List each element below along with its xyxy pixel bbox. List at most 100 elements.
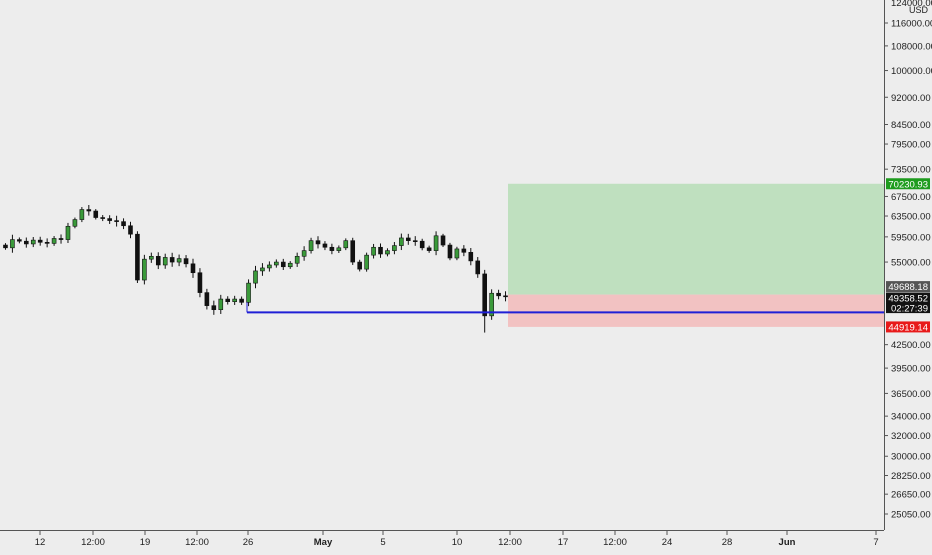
candle-body bbox=[44, 241, 50, 244]
last-price-label: 49358.52 bbox=[886, 292, 930, 305]
candle bbox=[412, 236, 418, 246]
candle-body bbox=[197, 272, 203, 293]
candle bbox=[3, 243, 8, 250]
candle bbox=[315, 236, 321, 249]
candle-body bbox=[204, 292, 210, 306]
candle-body bbox=[378, 246, 383, 255]
candle bbox=[17, 237, 22, 244]
position-profit-zone[interactable] bbox=[508, 183, 884, 295]
stop-price-label-text: 44919.14 bbox=[888, 322, 928, 333]
y-axis-tick-label: 73500.00 bbox=[891, 165, 931, 176]
candle-body bbox=[128, 225, 133, 235]
candle bbox=[419, 238, 425, 251]
candle-body bbox=[149, 255, 154, 260]
candle bbox=[482, 269, 487, 333]
candle-body bbox=[287, 262, 293, 268]
candle-body bbox=[301, 250, 307, 257]
y-axis-tick-label: 79500.00 bbox=[891, 140, 931, 151]
candle-body bbox=[65, 225, 71, 240]
candle-body bbox=[329, 246, 335, 251]
candle bbox=[135, 231, 140, 283]
candle bbox=[287, 261, 293, 269]
candle bbox=[10, 234, 15, 253]
candle-body bbox=[155, 255, 161, 266]
candle-body bbox=[218, 298, 224, 310]
y-axis-tick-label: 26650.00 bbox=[891, 490, 931, 501]
candle bbox=[392, 242, 397, 255]
candle-body bbox=[364, 254, 369, 270]
candle bbox=[107, 215, 112, 224]
candle bbox=[440, 233, 446, 248]
candle bbox=[461, 245, 467, 257]
candle bbox=[308, 237, 314, 254]
currency-label: USD bbox=[909, 5, 929, 15]
x-axis-tick-label: 12 bbox=[35, 537, 46, 548]
position-loss-zone[interactable] bbox=[508, 294, 884, 327]
candle bbox=[121, 218, 126, 230]
candle bbox=[51, 236, 57, 246]
candle-body bbox=[93, 210, 99, 218]
y-axis-tick-label: 28250.00 bbox=[891, 471, 931, 482]
candle-body bbox=[503, 295, 508, 298]
countdown-label-bg bbox=[886, 303, 930, 314]
candle bbox=[93, 209, 99, 220]
candle bbox=[65, 222, 71, 243]
candle bbox=[37, 236, 43, 246]
candle-body bbox=[3, 244, 8, 249]
y-axis-tick-label: 100000.00 bbox=[891, 66, 932, 77]
candle bbox=[176, 254, 182, 267]
candle-body bbox=[308, 240, 314, 251]
candle bbox=[405, 233, 411, 245]
candle-body bbox=[190, 263, 196, 274]
entry-price-label-bg bbox=[886, 281, 930, 293]
candle bbox=[433, 231, 439, 256]
entry-price-label-text: 49688.18 bbox=[888, 282, 928, 293]
candle-body bbox=[385, 250, 390, 255]
x-axis-tick-label: 10 bbox=[452, 537, 463, 548]
target-price-label: 70230.93 bbox=[886, 178, 930, 190]
candle bbox=[24, 237, 29, 248]
candle-body bbox=[336, 247, 342, 251]
candle bbox=[329, 243, 335, 255]
candle bbox=[197, 268, 203, 298]
target-price-label-bg bbox=[886, 178, 930, 190]
x-axis-tick-label: 24 bbox=[662, 537, 673, 548]
candle bbox=[260, 263, 265, 276]
candle bbox=[399, 233, 404, 251]
candle-body bbox=[440, 235, 446, 246]
candle bbox=[190, 258, 196, 278]
x-axis-tick-label: 26 bbox=[243, 537, 254, 548]
candle-body bbox=[392, 245, 397, 251]
candle-body bbox=[107, 218, 112, 221]
candle bbox=[468, 247, 474, 266]
candle bbox=[211, 300, 217, 315]
y-axis-tick-label: 34000.00 bbox=[891, 412, 931, 423]
last-price-label-bg bbox=[886, 292, 930, 304]
y-axis-top-partial-label: 124000.00 bbox=[891, 0, 932, 9]
candle bbox=[496, 289, 501, 300]
candle-body bbox=[343, 240, 349, 249]
candle-body bbox=[79, 209, 85, 220]
y-axis-tick-label: 25050.00 bbox=[891, 510, 931, 521]
candle-body bbox=[121, 221, 126, 227]
candle-body bbox=[496, 292, 501, 297]
candle-body bbox=[350, 240, 356, 263]
x-axis-tick-label: 7 bbox=[873, 537, 878, 548]
candle-body bbox=[183, 258, 189, 265]
candle bbox=[218, 294, 224, 314]
candle-body bbox=[142, 258, 147, 281]
target-price-label-text: 70230.93 bbox=[888, 179, 928, 190]
candle bbox=[371, 243, 376, 259]
y-axis-tick-label: 55000.00 bbox=[891, 258, 931, 269]
candle bbox=[357, 259, 362, 272]
candle-body bbox=[260, 267, 265, 272]
candle bbox=[114, 215, 119, 227]
candle-body bbox=[30, 239, 36, 245]
candle-body bbox=[454, 248, 460, 259]
candle bbox=[294, 252, 300, 267]
candle bbox=[274, 259, 279, 268]
candle bbox=[343, 238, 349, 251]
candle bbox=[426, 245, 432, 253]
